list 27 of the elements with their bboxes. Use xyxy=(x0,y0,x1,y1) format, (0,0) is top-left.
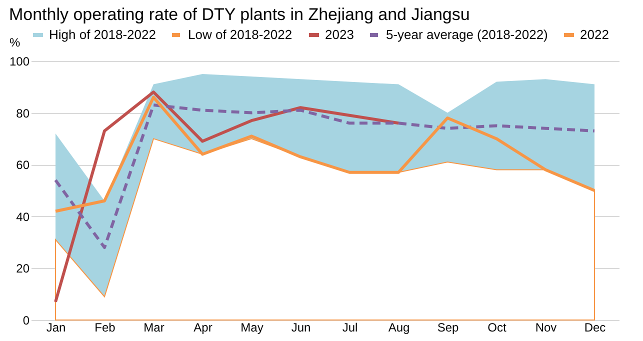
chart-title: Monthly operating rate of DTY plants in Zhejiang and Jiangsu xyxy=(8,5,470,24)
legend-label: 2023 xyxy=(325,27,354,42)
x-tick-label: Feb xyxy=(94,320,116,334)
x-tick-label: Jan xyxy=(46,320,66,334)
y-tick-label: 40 xyxy=(16,210,30,224)
y-tick-label: 0 xyxy=(22,314,30,328)
y-tick-label: 20 xyxy=(16,262,30,276)
x-tick-label: Jul xyxy=(342,320,358,334)
line-series xyxy=(54,90,400,304)
x-tick-label: May xyxy=(240,320,264,334)
line-series xyxy=(54,104,596,249)
legend-label: Low of 2018-2022 xyxy=(188,27,292,42)
x-tick-label: Nov xyxy=(535,320,557,334)
legend-label: 5-year average (2018-2022) xyxy=(386,27,548,42)
y-axis-title: % xyxy=(10,36,20,50)
x-tick-label: Apr xyxy=(194,320,212,334)
x-tick-label: Aug xyxy=(388,320,410,334)
y-tick-label: 100 xyxy=(9,54,30,68)
x-tick-label: Jun xyxy=(291,320,311,334)
x-tick-label: Dec xyxy=(584,320,606,334)
x-tick-label: Oct xyxy=(488,320,507,334)
legend-label: 2022 xyxy=(580,27,609,42)
y-tick-label: 60 xyxy=(16,158,30,172)
x-tick-label: Sep xyxy=(437,320,459,334)
y-tick-label: 80 xyxy=(16,106,30,120)
legend-label: High of 2018-2022 xyxy=(49,27,156,42)
x-tick-label: Mar xyxy=(144,320,164,334)
